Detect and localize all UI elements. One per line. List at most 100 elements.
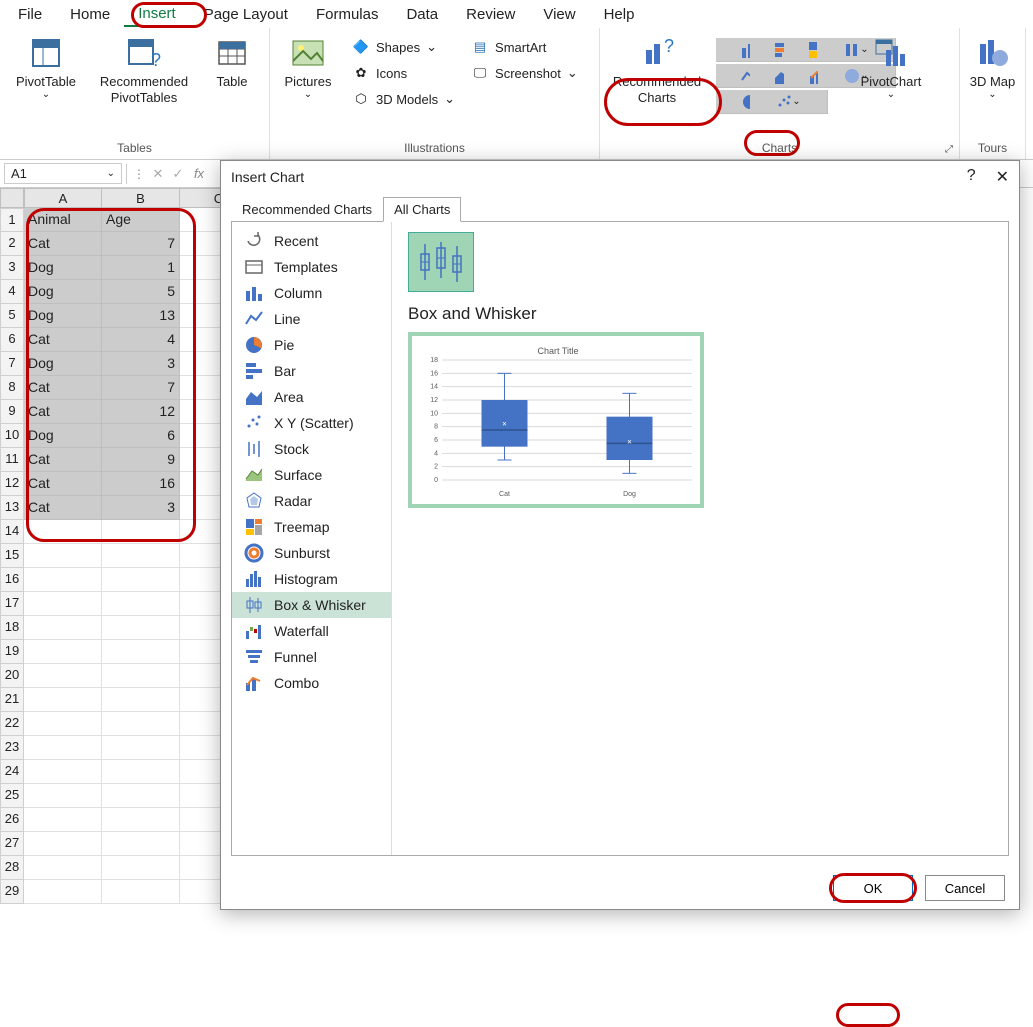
cell-B29[interactable]	[102, 880, 180, 904]
chart-type-x-y-scatter-[interactable]: X Y (Scatter)	[232, 410, 391, 436]
cell-A27[interactable]	[24, 832, 102, 856]
pictures-button[interactable]: Pictures ⌄	[276, 32, 340, 104]
cell-B19[interactable]	[102, 640, 180, 664]
dialog-tab-all-charts[interactable]: All Charts	[383, 197, 461, 222]
chart-type-waterfall[interactable]: Waterfall	[232, 618, 391, 644]
chart-type-histogram[interactable]: Histogram	[232, 566, 391, 592]
cell-A17[interactable]	[24, 592, 102, 616]
chart-type-bar[interactable]: Bar	[232, 358, 391, 384]
cell-B2[interactable]: 7	[102, 232, 180, 256]
cell-A26[interactable]	[24, 808, 102, 832]
row-header-3[interactable]: 3	[0, 256, 24, 280]
col-header-B[interactable]: B	[102, 188, 180, 208]
chart-type-combo[interactable]: Combo	[232, 670, 391, 696]
cell-A8[interactable]: Cat	[24, 376, 102, 400]
cell-B11[interactable]: 9	[102, 448, 180, 472]
cell-B21[interactable]	[102, 688, 180, 712]
cell-B24[interactable]	[102, 760, 180, 784]
row-header-10[interactable]: 10	[0, 424, 24, 448]
row-header-14[interactable]: 14	[0, 520, 24, 544]
cell-A11[interactable]: Cat	[24, 448, 102, 472]
cell-B12[interactable]: 16	[102, 472, 180, 496]
recommended-pivottables-button[interactable]: ? Recommended PivotTables	[94, 32, 194, 109]
row-header-1[interactable]: 1	[0, 208, 24, 232]
chart-type-stock[interactable]: Stock	[232, 436, 391, 462]
cell-B5[interactable]: 13	[102, 304, 180, 328]
chart-type-funnel[interactable]: Funnel	[232, 644, 391, 670]
row-header-13[interactable]: 13	[0, 496, 24, 520]
cell-A21[interactable]	[24, 688, 102, 712]
row-header-11[interactable]: 11	[0, 448, 24, 472]
cell-A19[interactable]	[24, 640, 102, 664]
row-header-27[interactable]: 27	[0, 832, 24, 856]
chart-type-templates[interactable]: Templates	[232, 254, 391, 280]
cell-A4[interactable]: Dog	[24, 280, 102, 304]
menu-home[interactable]: Home	[56, 3, 124, 26]
cell-A18[interactable]	[24, 616, 102, 640]
chart-type-line[interactable]: Line	[232, 306, 391, 332]
cell-B4[interactable]: 5	[102, 280, 180, 304]
name-box[interactable]: A1⌄	[4, 163, 122, 184]
cell-B9[interactable]: 12	[102, 400, 180, 424]
menu-help[interactable]: Help	[590, 3, 649, 26]
row-header-29[interactable]: 29	[0, 880, 24, 904]
cell-B23[interactable]	[102, 736, 180, 760]
cell-A2[interactable]: Cat	[24, 232, 102, 256]
row-header-2[interactable]: 2	[0, 232, 24, 256]
row-header-12[interactable]: 12	[0, 472, 24, 496]
cell-B26[interactable]	[102, 808, 180, 832]
cell-A3[interactable]: Dog	[24, 256, 102, 280]
row-header-6[interactable]: 6	[0, 328, 24, 352]
smartart-button[interactable]: ▤SmartArt	[467, 36, 582, 58]
cell-B10[interactable]: 6	[102, 424, 180, 448]
chart-type-pie[interactable]: Pie	[232, 332, 391, 358]
cell-A6[interactable]: Cat	[24, 328, 102, 352]
cell-A7[interactable]: Dog	[24, 352, 102, 376]
cell-B14[interactable]	[102, 520, 180, 544]
menu-review[interactable]: Review	[452, 3, 529, 26]
cell-A14[interactable]	[24, 520, 102, 544]
chart-type-sunburst[interactable]: Sunburst	[232, 540, 391, 566]
cell-A1[interactable]: Animal	[24, 208, 102, 232]
row-header-28[interactable]: 28	[0, 856, 24, 880]
row-header-17[interactable]: 17	[0, 592, 24, 616]
chart-type-recent[interactable]: Recent	[232, 228, 391, 254]
cell-B17[interactable]	[102, 592, 180, 616]
cell-B25[interactable]	[102, 784, 180, 808]
row-header-24[interactable]: 24	[0, 760, 24, 784]
screenshot-button[interactable]: 🖵Screenshot ⌄	[467, 62, 582, 84]
cell-B13[interactable]: 3	[102, 496, 180, 520]
3d-models-button[interactable]: ⬡3D Models ⌄	[348, 88, 459, 110]
row-header-18[interactable]: 18	[0, 616, 24, 640]
cancel-button[interactable]: Cancel	[925, 875, 1005, 901]
cell-A12[interactable]: Cat	[24, 472, 102, 496]
row-header-25[interactable]: 25	[0, 784, 24, 808]
chart-type-surface[interactable]: Surface	[232, 462, 391, 488]
cell-B16[interactable]	[102, 568, 180, 592]
cell-B7[interactable]: 3	[102, 352, 180, 376]
dialog-tab-recommended-charts[interactable]: Recommended Charts	[231, 197, 383, 222]
row-header-26[interactable]: 26	[0, 808, 24, 832]
box-whisker-subtype-thumb[interactable]	[408, 232, 474, 292]
dialog-close-button[interactable]: ✕	[996, 167, 1009, 187]
row-header-19[interactable]: 19	[0, 640, 24, 664]
3d-map-button[interactable]: 3D Map ⌄	[966, 32, 1019, 104]
row-header-22[interactable]: 22	[0, 712, 24, 736]
row-header-15[interactable]: 15	[0, 544, 24, 568]
charts-launcher[interactable]: ⤢	[945, 144, 953, 155]
cell-B20[interactable]	[102, 664, 180, 688]
cell-B1[interactable]: Age	[102, 208, 180, 232]
menu-view[interactable]: View	[529, 3, 589, 26]
cell-B15[interactable]	[102, 544, 180, 568]
menu-formulas[interactable]: Formulas	[302, 3, 393, 26]
ok-button[interactable]: OK	[833, 875, 913, 901]
cell-A25[interactable]	[24, 784, 102, 808]
cell-A22[interactable]	[24, 712, 102, 736]
cell-A29[interactable]	[24, 880, 102, 904]
cell-B3[interactable]: 1	[102, 256, 180, 280]
select-all-corner[interactable]	[0, 188, 24, 208]
recommended-charts-button[interactable]: ? Recommended Charts	[606, 32, 708, 109]
cell-B22[interactable]	[102, 712, 180, 736]
table-button[interactable]: Table	[202, 32, 262, 94]
menu-page-layout[interactable]: Page Layout	[190, 3, 302, 26]
